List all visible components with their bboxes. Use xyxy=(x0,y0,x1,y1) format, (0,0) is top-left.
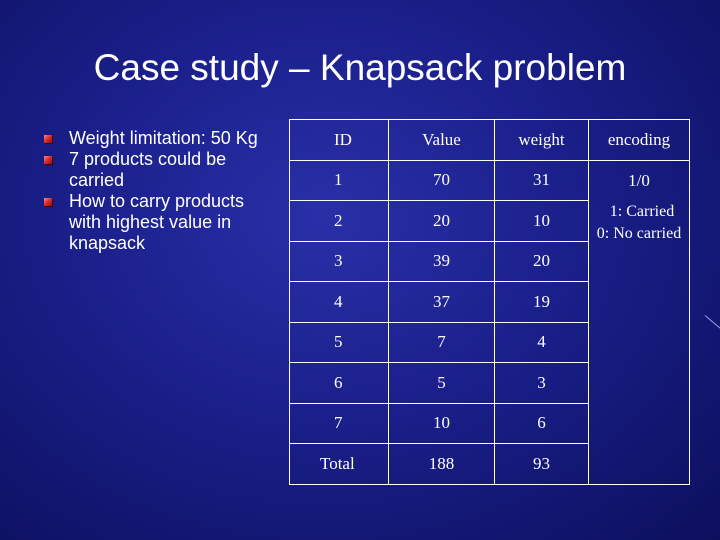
bullet-square-icon xyxy=(44,156,52,164)
bullet-square-icon xyxy=(44,135,52,143)
table-row: 6 5 3 xyxy=(289,362,690,404)
header-id: ID xyxy=(289,119,389,161)
bullet-square-icon xyxy=(44,198,52,206)
cell-id: 6 xyxy=(289,362,389,404)
cell-weight: 10 xyxy=(494,200,589,242)
bullet-item: 7 products could be carried xyxy=(42,149,274,191)
encoding-note: 1: Carried 0: No carried xyxy=(588,200,690,485)
header-encoding: encoding xyxy=(588,119,690,161)
table-row: 2 20 10 1: Carried 0: No carried xyxy=(289,200,690,485)
table-header-row: ID Value weight encoding xyxy=(289,119,690,161)
slide-title: Case study – Knapsack problem xyxy=(93,47,627,88)
cell-value: 10 xyxy=(388,402,495,444)
cell-total-label: Total xyxy=(289,443,389,485)
cell-value: 7 xyxy=(388,321,495,363)
bullet-list: Weight limitation: 50 Kg 7 products coul… xyxy=(42,128,274,254)
cell-id: 7 xyxy=(289,402,389,444)
table-row: 1 70 31 1/0 xyxy=(289,159,690,201)
cell-total-value: 188 xyxy=(388,443,495,485)
bullet-item: Weight limitation: 50 Kg xyxy=(42,128,274,149)
cell-weight: 20 xyxy=(494,240,589,282)
table-row: 7 10 6 xyxy=(289,402,690,444)
bullet-text: Weight limitation: 50 Kg xyxy=(69,128,258,148)
cell-value: 5 xyxy=(388,362,495,404)
knapsack-table: ID Value weight encoding 1 70 31 1/0 2 2… xyxy=(289,119,690,485)
cell-id: 1 xyxy=(289,159,389,201)
cell-value: 20 xyxy=(388,200,495,242)
cell-weight: 4 xyxy=(494,321,589,363)
cell-value: 37 xyxy=(388,281,495,323)
cell-id: 3 xyxy=(289,240,389,282)
cell-total-weight: 93 xyxy=(494,443,589,485)
header-weight: weight xyxy=(494,119,589,161)
encoding-note-line: 0: No carried xyxy=(596,224,682,242)
table-total-row: Total 188 93 xyxy=(289,443,690,485)
bullet-text: How to carry products with highest value… xyxy=(69,191,245,253)
cell-weight: 19 xyxy=(494,281,589,323)
bullet-item: How to carry products with highest value… xyxy=(42,191,274,254)
cell-value: 39 xyxy=(388,240,495,282)
cell-encoding: 1/0 xyxy=(588,159,690,201)
cell-weight: 31 xyxy=(494,159,589,201)
header-value: Value xyxy=(388,119,495,161)
cell-id: 2 xyxy=(289,200,389,242)
decorative-line xyxy=(704,315,720,331)
encoding-note-line: 1: Carried xyxy=(609,202,675,220)
cell-weight: 6 xyxy=(494,402,589,444)
cell-weight: 3 xyxy=(494,362,589,404)
table-row: 3 39 20 xyxy=(289,240,690,282)
bullet-text: 7 products could be carried xyxy=(69,149,227,190)
cell-id: 4 xyxy=(289,281,389,323)
cell-id: 5 xyxy=(289,321,389,363)
cell-value: 70 xyxy=(388,159,495,201)
